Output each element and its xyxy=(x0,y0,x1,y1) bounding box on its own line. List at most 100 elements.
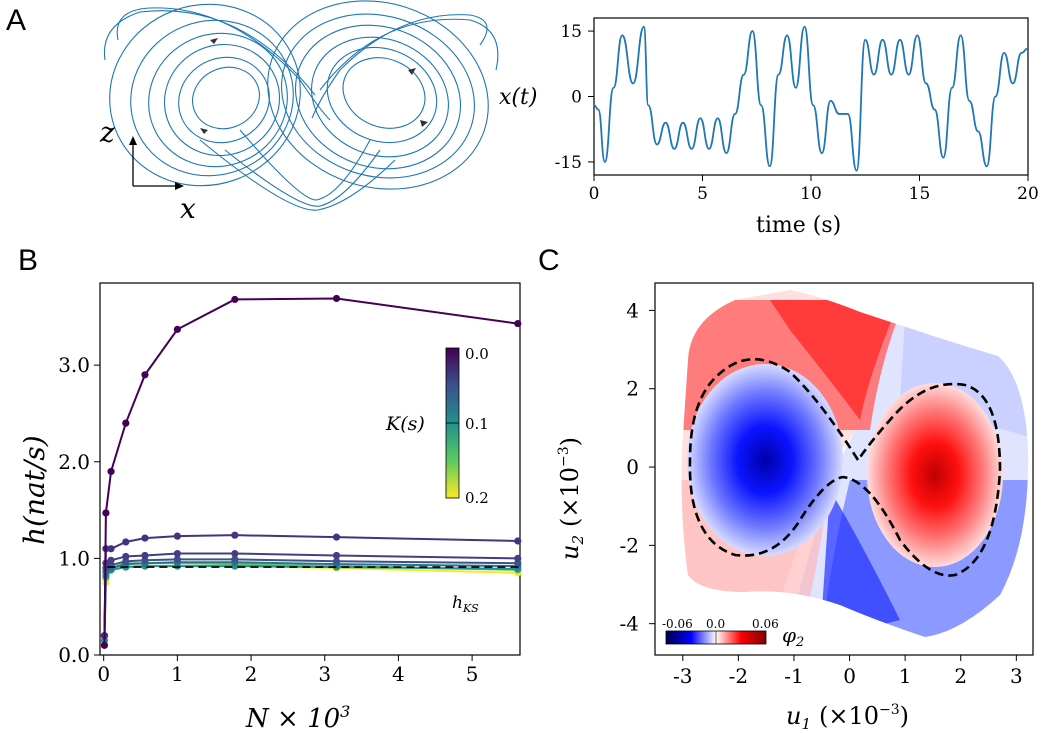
entropy-point xyxy=(107,467,115,476)
entropy-point xyxy=(173,532,181,540)
phi-ytick-label: -2 xyxy=(620,533,639,557)
eigenfunction-ticks: -3 -2 -1 0 1 2 3 4 2 0 -2 -4 xyxy=(620,298,1023,688)
entropy-point xyxy=(231,549,239,558)
entropy-point xyxy=(122,552,130,561)
hks-label-main: h xyxy=(452,593,463,613)
phi-xtick-label: -1 xyxy=(784,664,803,688)
entropy-ticks: 0 1 2 3 4 5 0.0 1.0 2.0 3.0 xyxy=(58,353,478,686)
attractor-x-label: x xyxy=(180,192,196,225)
entropy-xlabel-sup: 3 xyxy=(340,702,350,721)
ts-ytick-label: 0 xyxy=(571,88,582,108)
eigenfunction-frame xyxy=(654,282,1034,656)
entropy-xtick-label: 1 xyxy=(171,662,184,686)
entropy-point xyxy=(173,325,181,333)
phi-colorbar-label: φ2 xyxy=(782,623,804,650)
ts-ytick-label: -15 xyxy=(555,153,582,173)
eigenfunction-ylabel-exp: −3 xyxy=(556,446,572,467)
eigenfunction-xlabel-main: u xyxy=(786,702,801,730)
phi-ytick-label: 0 xyxy=(626,455,639,479)
eigenfunction-xlabel: u1 (×10−3) xyxy=(786,702,909,733)
phi-xtick-label: 0 xyxy=(843,664,856,688)
phi-colorbar-label-sub: 2 xyxy=(795,635,804,650)
eigenfunction-ylabel-main: u xyxy=(556,545,584,560)
timeseries-ylabel: x(t) xyxy=(499,85,537,110)
entropy-point xyxy=(100,641,109,649)
ts-xtick-label: 0 xyxy=(589,184,600,204)
eigenfunction-ylabel-sub: 2 xyxy=(569,535,587,546)
entropy-xtick-label: 5 xyxy=(466,662,479,686)
ts-xtick-label: 10 xyxy=(800,184,822,204)
phi-xtick-label: -2 xyxy=(729,664,748,688)
entropy-ytick-label: 3.0 xyxy=(58,353,90,377)
entropy-ylabel: h(nat/s) xyxy=(18,435,51,545)
entropy-series-line xyxy=(103,534,518,636)
entropy-ytick-label: 1.0 xyxy=(58,546,90,570)
entropy-xlabel: N × 103 xyxy=(245,702,350,733)
phi-colorbar-tick-2: 0.06 xyxy=(752,617,779,631)
entropy-point xyxy=(107,556,115,564)
hks-label: hKS xyxy=(452,593,479,615)
entropy-point xyxy=(332,294,341,303)
entropy-point xyxy=(141,551,149,560)
eigenfunction-xlabel-sub: 1 xyxy=(801,715,811,733)
panel-c-letter: C xyxy=(538,244,560,277)
ks-colorbar-tick-0: 0.0 xyxy=(465,345,489,363)
timeseries-ticks: 0 5 10 15 20 15 0 -15 xyxy=(555,22,1039,204)
ks-colorbar-tick-2: 0.2 xyxy=(465,489,489,507)
negative-lobe xyxy=(687,364,843,556)
entropy-point xyxy=(231,531,239,539)
entropy-point xyxy=(173,549,181,558)
phi-ytick-label: -4 xyxy=(620,612,639,636)
entropy-xtick-label: 2 xyxy=(245,662,258,686)
ts-xtick-label: 5 xyxy=(697,184,708,204)
phi-xtick-label: 2 xyxy=(954,664,967,688)
timeseries-plot: 0 5 10 15 20 15 0 -15 xyxy=(555,17,1039,204)
ks-colorbar: 0.0 0.1 0.2 K(s) xyxy=(385,345,489,507)
eigenfunction-plot: -3 -2 -1 0 1 2 3 4 2 0 -2 -4 xyxy=(620,282,1034,688)
ks-colorbar-label: K(s) xyxy=(385,413,425,435)
entropy-point xyxy=(122,419,130,427)
phi-colorbar: -0.06 0.0 0.06 φ2 xyxy=(662,617,804,650)
entropy-point xyxy=(514,537,522,545)
attractor-z-label: z xyxy=(99,116,115,149)
entropy-plot: 0 1 2 3 4 5 0.0 1.0 2.0 3.0 xyxy=(58,282,522,686)
ts-ytick-label: 15 xyxy=(560,22,582,42)
entropy-point xyxy=(141,534,149,542)
lorenz-attractor xyxy=(103,0,499,211)
phi-colorbar-tick-1: 0.0 xyxy=(706,617,725,631)
phi-colorbar-label-main: φ xyxy=(782,623,796,647)
hks-label-sub: KS xyxy=(462,602,479,615)
phi-xtick-label: 3 xyxy=(1010,664,1023,688)
entropy-ytick-label: 2.0 xyxy=(58,450,90,474)
eigenfunction-xlabel-exp: −3 xyxy=(879,702,900,718)
timeseries-xlabel: time (s) xyxy=(756,213,841,238)
entropy-point xyxy=(102,509,110,517)
timeseries-line xyxy=(593,25,1029,172)
entropy-point xyxy=(141,371,149,379)
entropy-xtick-label: 3 xyxy=(318,662,331,686)
entropy-point xyxy=(332,533,341,541)
zero-contour xyxy=(688,357,1002,577)
entropy-point xyxy=(514,554,522,562)
entropy-xtick-label: 4 xyxy=(392,662,405,686)
entropy-frame xyxy=(99,282,521,656)
entropy-xlabel-main: N × 10 xyxy=(245,704,340,733)
eigenfunction-ylabel-unit: (×10 xyxy=(556,467,584,527)
eigenfunction-ylabel-close: ) xyxy=(556,437,584,446)
ks-colorbar-tick-1: 0.1 xyxy=(465,415,489,433)
entropy-point xyxy=(332,551,341,560)
entropy-point xyxy=(231,295,239,304)
phi-ytick-label: 2 xyxy=(626,377,639,401)
panel-b-letter: B xyxy=(18,244,38,277)
entropy-point xyxy=(332,557,341,565)
entropy-xtick-label: 0 xyxy=(97,662,110,686)
attractor-arrows xyxy=(200,38,428,134)
phi-xtick-label: 1 xyxy=(899,664,912,688)
eigenfunction-ylabel: u2 (×10−3) xyxy=(556,437,587,560)
positive-lobe xyxy=(867,383,1003,567)
ts-xtick-label: 15 xyxy=(909,184,931,204)
eigenfunction-xlabel-unit: (×10 xyxy=(819,702,879,730)
attractor-axes xyxy=(129,136,184,190)
ts-xtick-label: 20 xyxy=(1017,184,1039,204)
